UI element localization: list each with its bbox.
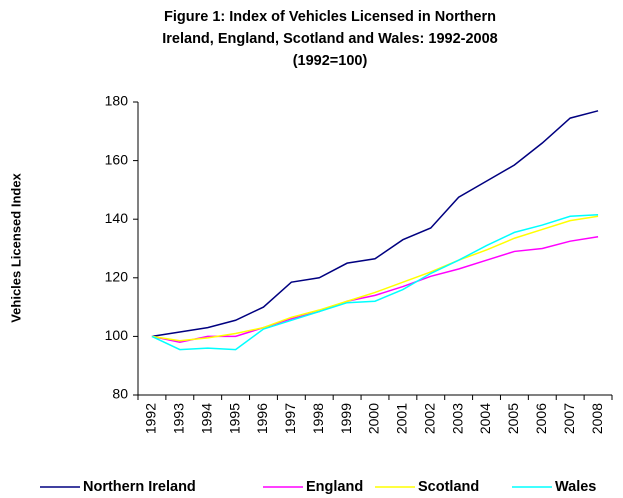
chart-title: Ireland, England, Scotland and Wales: 19…	[162, 31, 497, 47]
line-series	[151, 110, 599, 338]
line-series	[151, 215, 599, 342]
line-series	[151, 236, 599, 344]
y-tick-label: 120	[105, 269, 129, 285]
x-tick-label: 1996	[254, 403, 270, 434]
legend-label: Scotland	[418, 479, 479, 495]
x-tick-label: 1999	[338, 403, 354, 434]
x-tick-label: 1997	[282, 403, 298, 434]
x-tick-label: 1993	[171, 403, 187, 434]
y-tick-label: 100	[105, 327, 129, 343]
x-tick-label: 1995	[226, 403, 242, 434]
x-tick-label: 2000	[366, 403, 382, 434]
x-tick-label: 2002	[421, 403, 437, 434]
x-tick-label: 2006	[533, 403, 549, 434]
y-axis-title: Vehicles Licensed Index	[8, 172, 23, 322]
chart-title: Figure 1: Index of Vehicles Licensed in …	[164, 9, 496, 25]
y-tick-label: 160	[105, 151, 129, 167]
legend-label: England	[306, 479, 363, 495]
x-tick-label: 2004	[477, 403, 493, 434]
x-tick-label: 2007	[561, 403, 577, 434]
y-tick-label: 80	[112, 386, 128, 402]
x-tick-label: 1998	[310, 403, 326, 434]
y-tick-label: 140	[105, 210, 129, 226]
x-tick-label: 1992	[143, 403, 159, 434]
legend-label: Wales	[555, 479, 596, 495]
x-tick-label: 2003	[449, 403, 465, 434]
legend-label: Northern Ireland	[83, 479, 196, 495]
x-tick-label: 1994	[198, 403, 214, 434]
x-tick-label: 2008	[589, 403, 605, 434]
line-series	[151, 214, 599, 351]
chart-title: (1992=100)	[293, 53, 368, 69]
x-tick-label: 2001	[394, 403, 410, 434]
x-tick-label: 2005	[505, 403, 521, 434]
y-tick-label: 180	[105, 93, 129, 109]
